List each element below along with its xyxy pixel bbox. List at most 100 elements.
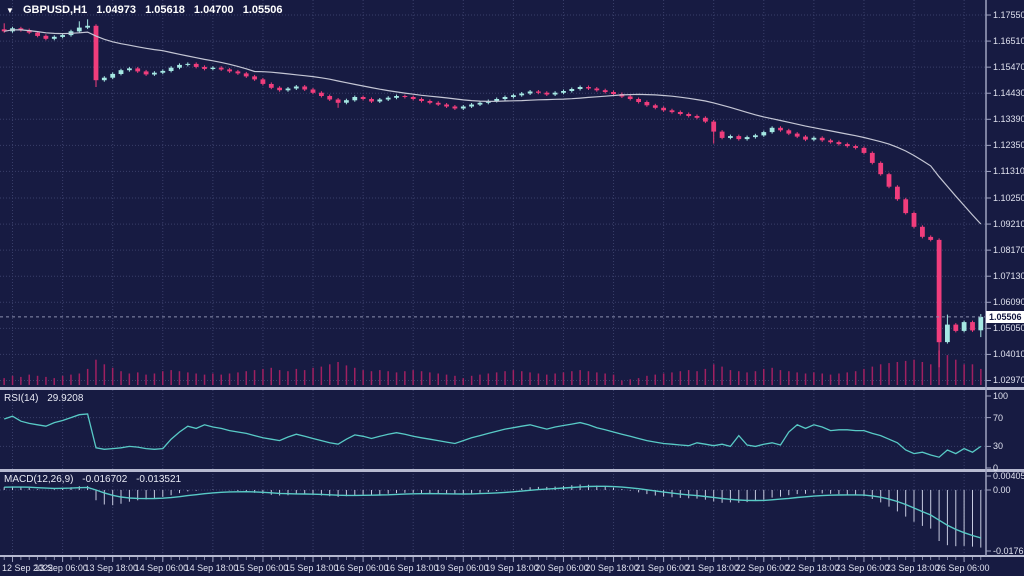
time-axis-label: 14 Sep 06:00 xyxy=(134,563,189,573)
symbol-dropdown-icon[interactable]: ▼ xyxy=(6,6,14,15)
candle-body xyxy=(227,69,232,72)
candle-body xyxy=(686,114,692,116)
candle-body xyxy=(302,86,308,90)
price-axis-label: 1.12350 xyxy=(993,140,1024,151)
candle-body xyxy=(661,107,666,111)
candle-body xyxy=(252,76,257,80)
candle-body xyxy=(627,96,633,99)
candle-body xyxy=(460,106,466,109)
candle-body xyxy=(444,104,449,107)
ohlc-close: 1.05506 xyxy=(242,4,283,16)
candle-body xyxy=(277,87,282,91)
time-axis-label: 16 Sep 18:00 xyxy=(384,563,439,573)
candle-body xyxy=(794,133,800,137)
price-axis-label: 1.05050 xyxy=(993,323,1024,334)
price-axis-label: 1.13390 xyxy=(993,114,1024,125)
candle-body xyxy=(736,136,742,140)
axis-ticks xyxy=(3,14,991,562)
candle-body xyxy=(711,121,717,132)
candle-body xyxy=(210,67,216,69)
rsi-axis-label: 70 xyxy=(993,412,1004,423)
candles xyxy=(1,19,984,368)
time-axis[interactable]: 12 Sep 2022 13 Sep 06:00 13 Sep 18:00 14 Se… xyxy=(0,557,1024,576)
rsi-level-lines xyxy=(0,417,985,447)
candle-body xyxy=(60,35,65,37)
time-axis-label: 13 Sep 18:00 xyxy=(84,563,139,573)
time-axis-label: 23 Sep 06:00 xyxy=(835,563,890,573)
ohlc-low: 1.04700 xyxy=(193,4,234,16)
time-axis-label: 16 Sep 06:00 xyxy=(334,563,389,573)
rsi-line xyxy=(3,413,982,458)
candle-body xyxy=(152,72,157,75)
candle-body xyxy=(93,25,99,81)
price-axis-label: 1.10250 xyxy=(993,193,1024,203)
candle-body xyxy=(586,87,591,89)
candle-body xyxy=(569,89,575,91)
rsi-label: RSI(14) xyxy=(4,393,39,404)
candle-body xyxy=(761,132,767,136)
candle-body xyxy=(811,137,817,140)
time-axis-label: 12 Sep 2022 xyxy=(2,563,54,573)
candle-body xyxy=(803,136,808,140)
candle-body xyxy=(978,316,984,331)
candle-body xyxy=(410,97,416,99)
candle-body xyxy=(961,322,967,331)
candle-body xyxy=(744,137,750,140)
price-axis-label: 1.16510 xyxy=(993,36,1024,47)
candle-body xyxy=(101,77,107,81)
macd-label: MACD(12,26,9) xyxy=(4,474,74,485)
candle-body xyxy=(202,66,207,69)
price-axis-label: 1.02970 xyxy=(993,375,1024,386)
candle-body xyxy=(177,64,182,68)
candle-body xyxy=(185,63,191,65)
price-axis-label: 1.11310 xyxy=(993,166,1024,177)
price-axis-label: 1.08170 xyxy=(993,245,1024,256)
candle-body xyxy=(344,100,349,103)
candle-body xyxy=(51,36,57,39)
macd-axis-label: 0.00 xyxy=(993,485,1011,495)
candle-body xyxy=(243,73,249,77)
candle-body xyxy=(319,92,324,96)
time-axis-label: 13 Sep 06:00 xyxy=(34,563,88,573)
price-gridlines xyxy=(0,14,985,381)
candle-body xyxy=(369,99,374,102)
candle-body xyxy=(703,117,708,122)
candle-body xyxy=(85,25,90,28)
candle-body xyxy=(502,97,508,99)
time-axis-label: 21 Sep 06:00 xyxy=(635,563,689,573)
candle-body xyxy=(778,127,783,131)
candle-body xyxy=(477,102,483,105)
time-axis-label: 15 Sep 18:00 xyxy=(284,563,339,573)
rsi-value: 29.9208 xyxy=(47,393,84,404)
candle-body xyxy=(435,102,441,105)
candle-body xyxy=(494,99,500,101)
candle-body xyxy=(669,110,675,113)
candle-body xyxy=(26,30,32,33)
candle-body xyxy=(360,97,366,99)
candle-body xyxy=(903,199,909,214)
price-axis[interactable]: 1.17550 1.16510 1.15470 1.14430 1.13390 1.123… xyxy=(987,0,1024,556)
price-axis-label: 1.17550 xyxy=(993,10,1024,21)
candle-body xyxy=(293,86,299,89)
price-axis-label: 1.15470 xyxy=(993,62,1024,73)
moving-average-line xyxy=(4,29,982,225)
candle-body xyxy=(920,226,925,237)
candle-body xyxy=(844,144,850,147)
candle-body xyxy=(945,324,950,343)
macd-signal-line xyxy=(4,485,981,539)
candle-body xyxy=(861,147,867,153)
candle-body xyxy=(118,70,124,74)
macd-main-value: -0.016702 xyxy=(82,474,128,485)
candle-body xyxy=(235,71,241,74)
candle-body xyxy=(636,99,641,102)
candle-body xyxy=(310,89,316,93)
candle-body xyxy=(594,88,600,91)
time-axis-label: 26 Sep 06:00 xyxy=(935,563,990,573)
candle-body xyxy=(527,91,533,94)
vertical-gridlines xyxy=(12,0,965,556)
pane-separators[interactable] xyxy=(0,387,1024,557)
candle-body xyxy=(335,99,341,103)
candle-body xyxy=(35,32,40,36)
rsi-axis-label: 30 xyxy=(993,441,1004,452)
